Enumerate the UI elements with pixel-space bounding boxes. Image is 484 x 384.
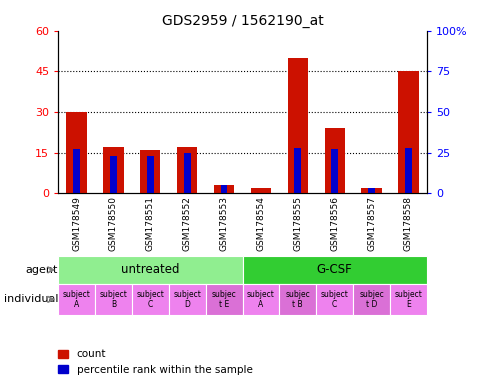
Bar: [294, 147, 301, 193]
Bar: [389, 284, 426, 315]
Text: GSM178558: GSM178558: [403, 196, 412, 251]
Bar: [367, 188, 374, 193]
Bar: [242, 284, 279, 315]
Text: GSM178551: GSM178551: [146, 196, 154, 251]
Title: GDS2959 / 1562190_at: GDS2959 / 1562190_at: [161, 14, 323, 28]
Text: subject
B: subject B: [99, 290, 127, 309]
Bar: [95, 284, 132, 315]
Text: subjec
t E: subjec t E: [211, 290, 236, 309]
Text: subject
A: subject A: [246, 290, 274, 309]
Bar: [404, 147, 411, 193]
Text: GSM178556: GSM178556: [330, 196, 338, 251]
Bar: [220, 185, 227, 193]
Bar: [147, 156, 153, 193]
Text: subjec
t D: subjec t D: [358, 290, 383, 309]
Bar: [58, 256, 242, 284]
Text: GSM178554: GSM178554: [256, 196, 265, 251]
Text: subjec
t B: subjec t B: [285, 290, 310, 309]
Text: subject
A: subject A: [62, 290, 91, 309]
Text: GSM178552: GSM178552: [182, 196, 191, 251]
Text: G-CSF: G-CSF: [316, 263, 352, 276]
Bar: [183, 152, 190, 193]
Bar: [361, 188, 381, 193]
Text: agent: agent: [26, 265, 58, 275]
Bar: [205, 284, 242, 315]
Bar: [140, 150, 160, 193]
Bar: [352, 284, 389, 315]
Bar: [279, 284, 316, 315]
Legend: count, percentile rank within the sample: count, percentile rank within the sample: [54, 345, 256, 379]
Bar: [316, 284, 352, 315]
Bar: [168, 284, 205, 315]
Text: GSM178553: GSM178553: [219, 196, 228, 251]
Text: GSM178550: GSM178550: [109, 196, 118, 251]
Bar: [397, 71, 418, 193]
Bar: [73, 149, 80, 193]
Bar: [287, 58, 307, 193]
Text: subject
D: subject D: [173, 290, 201, 309]
Bar: [103, 147, 123, 193]
Bar: [213, 185, 234, 193]
Bar: [132, 284, 168, 315]
Text: GSM178557: GSM178557: [366, 196, 375, 251]
Text: untreated: untreated: [121, 263, 179, 276]
Bar: [177, 147, 197, 193]
Bar: [250, 188, 271, 193]
Bar: [242, 256, 426, 284]
Text: individual: individual: [4, 295, 58, 305]
Text: subject
C: subject C: [136, 290, 164, 309]
Text: GSM178555: GSM178555: [293, 196, 302, 251]
Bar: [66, 112, 87, 193]
Bar: [324, 128, 344, 193]
Text: subject
E: subject E: [393, 290, 422, 309]
Text: subject
C: subject C: [320, 290, 348, 309]
Bar: [110, 156, 117, 193]
Text: GSM178549: GSM178549: [72, 196, 81, 251]
Bar: [58, 284, 95, 315]
Bar: [331, 149, 337, 193]
